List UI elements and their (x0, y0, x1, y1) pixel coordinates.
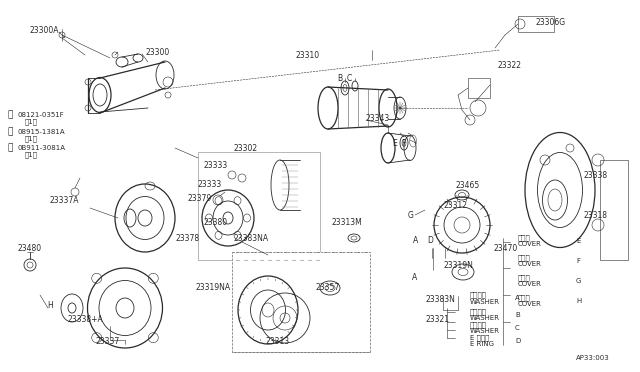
Text: 23313M: 23313M (332, 218, 363, 227)
Text: 23380: 23380 (203, 218, 227, 227)
Bar (272, 252, 276, 352)
Text: B: B (515, 312, 520, 318)
Text: 23319N: 23319N (444, 260, 474, 269)
Text: 23378: 23378 (175, 234, 199, 243)
Text: WASHER: WASHER (470, 315, 500, 321)
Bar (304, 252, 308, 352)
Text: ワッシャ: ワッシャ (470, 322, 487, 328)
Text: COVER: COVER (518, 301, 542, 307)
Bar (296, 252, 300, 352)
Bar (232, 252, 236, 352)
Text: 23313: 23313 (265, 337, 289, 346)
Text: WASHER: WASHER (470, 328, 500, 334)
Text: 23322: 23322 (498, 61, 522, 70)
Text: Ⓑ: Ⓑ (8, 110, 13, 119)
Text: H: H (47, 301, 52, 310)
Bar (336, 252, 340, 352)
Text: 23357: 23357 (315, 283, 339, 292)
Bar (288, 252, 292, 352)
Text: A: A (412, 273, 417, 282)
Text: 23379: 23379 (188, 193, 212, 202)
Bar (344, 252, 348, 352)
Text: 23306G: 23306G (535, 17, 565, 26)
Text: COVER: COVER (518, 281, 542, 287)
Text: COVER: COVER (518, 261, 542, 267)
Text: ワッシャ: ワッシャ (470, 309, 487, 315)
Bar (240, 252, 244, 352)
Text: C: C (347, 74, 352, 83)
Bar (368, 252, 372, 352)
Text: 23300A: 23300A (30, 26, 60, 35)
Text: 23480: 23480 (18, 244, 42, 253)
Text: （1）: （1） (25, 136, 38, 142)
Text: COVER: COVER (518, 241, 542, 247)
Text: 23343: 23343 (365, 113, 389, 122)
Text: カバー: カバー (518, 255, 531, 261)
Text: 23337: 23337 (95, 337, 119, 346)
Text: 23302: 23302 (233, 144, 257, 153)
Text: 23333: 23333 (204, 160, 228, 170)
Text: 23318: 23318 (584, 211, 608, 219)
Text: カバー: カバー (518, 295, 531, 301)
Text: 23321: 23321 (425, 315, 449, 324)
Text: 23470: 23470 (494, 244, 518, 253)
Text: F: F (401, 138, 405, 148)
Bar (232, 252, 370, 352)
Bar (280, 252, 284, 352)
Bar (518, 16, 554, 32)
Text: 23383NA: 23383NA (233, 234, 268, 243)
Text: Ⓥ: Ⓥ (8, 128, 13, 137)
Text: カバー: カバー (518, 275, 531, 281)
Text: B: B (337, 74, 342, 83)
Bar (198, 152, 320, 260)
Text: G: G (576, 278, 581, 284)
Text: （1）: （1） (25, 152, 38, 158)
Bar (468, 78, 490, 98)
Text: 08915-1381A: 08915-1381A (18, 129, 66, 135)
Text: 23310: 23310 (295, 51, 319, 60)
Text: G: G (408, 211, 414, 219)
Text: 0B911-3081A: 0B911-3081A (18, 145, 66, 151)
Text: （1）: （1） (25, 119, 38, 125)
Text: 23465: 23465 (456, 180, 480, 189)
Bar (360, 252, 364, 352)
Bar (232, 252, 370, 352)
Bar (312, 252, 316, 352)
Text: 23312: 23312 (444, 201, 468, 209)
Text: WASHER: WASHER (470, 299, 500, 305)
Text: C: C (515, 325, 520, 331)
Bar (264, 252, 268, 352)
Text: A: A (413, 235, 419, 244)
Text: Ⓝ: Ⓝ (8, 144, 13, 153)
Text: 23383N: 23383N (425, 295, 455, 305)
Text: 23338: 23338 (584, 170, 608, 180)
Text: D: D (427, 235, 433, 244)
Bar (328, 252, 332, 352)
Text: カバー: カバー (518, 235, 531, 241)
Bar (256, 252, 260, 352)
Text: A: A (515, 295, 520, 301)
Text: 08121-0351F: 08121-0351F (18, 112, 65, 118)
Bar (248, 252, 252, 352)
Text: 23337A: 23337A (50, 196, 79, 205)
Text: AP33:003: AP33:003 (576, 355, 610, 361)
Text: 23319NA: 23319NA (195, 283, 230, 292)
Bar (600, 160, 628, 260)
Bar (352, 252, 356, 352)
Text: F: F (576, 258, 580, 264)
Text: E: E (392, 138, 397, 148)
Text: H: H (576, 298, 581, 304)
Bar (320, 252, 324, 352)
Text: E RING: E RING (470, 341, 494, 347)
Text: ワッシャ: ワッシャ (470, 292, 487, 298)
Text: E: E (576, 238, 580, 244)
Text: 23338+A: 23338+A (67, 315, 103, 324)
Text: D: D (515, 338, 520, 344)
Text: E リング: E リング (470, 335, 490, 341)
Text: 23300: 23300 (145, 48, 169, 57)
Text: 23333: 23333 (198, 180, 222, 189)
